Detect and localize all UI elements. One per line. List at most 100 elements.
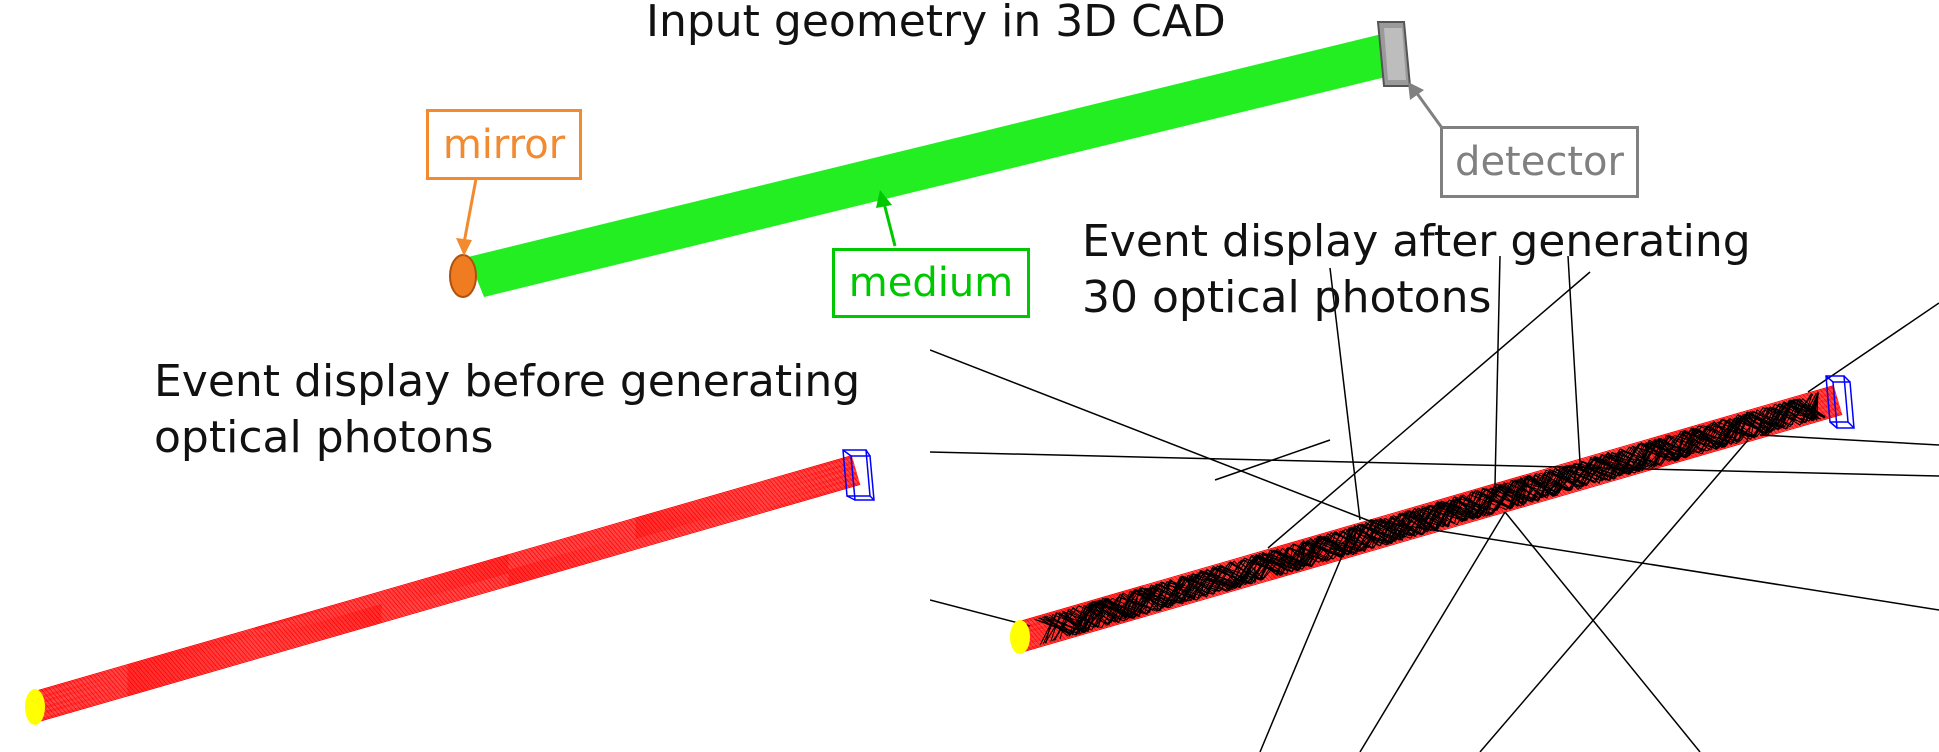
- photon-segment: [1684, 429, 1717, 450]
- photon-segment: [1294, 536, 1324, 570]
- photon-segment: [1684, 428, 1699, 457]
- photon-segment: [1107, 589, 1138, 625]
- photon-segment: [1579, 460, 1620, 477]
- photon-segment: [1184, 576, 1228, 592]
- track-line: [30, 455, 852, 694]
- photon-ray: [1329, 267, 1361, 521]
- photon-segment: [1533, 469, 1551, 501]
- photon-segment: [1220, 564, 1251, 585]
- photon-segment: [1716, 420, 1727, 450]
- photon-segment: [1072, 599, 1101, 634]
- photon-segment: [1508, 480, 1519, 509]
- after-title-line1: Event display after generating: [1082, 216, 1751, 267]
- photon-ray: [1567, 255, 1581, 463]
- photon-segment: [1764, 409, 1791, 428]
- photon-segment: [1293, 542, 1304, 570]
- photon-segment: [1793, 399, 1826, 418]
- photon-segment: [1385, 517, 1406, 538]
- photon-segment: [1716, 417, 1735, 450]
- track-line: [32, 459, 854, 698]
- photon-segment: [1698, 419, 1723, 454]
- photon-segment: [1164, 576, 1181, 608]
- photon-segment: [1363, 524, 1392, 545]
- photon-segment: [1404, 511, 1430, 531]
- photon-segment: [1584, 453, 1612, 486]
- photon-segment: [1428, 504, 1467, 521]
- cad-geometry: [449, 21, 1412, 298]
- photon-segment: [1721, 419, 1755, 439]
- photon-segment: [1566, 457, 1595, 491]
- track-line: [31, 456, 853, 695]
- track-line: [36, 473, 858, 712]
- photon-segment: [1497, 486, 1535, 501]
- photon-segment: [1351, 524, 1359, 553]
- track-line: [1023, 412, 1842, 651]
- photon-segment: [1347, 528, 1388, 546]
- photon-segment: [1414, 504, 1437, 537]
- photon-segment: [1151, 586, 1175, 605]
- photon-segment: [1493, 486, 1518, 507]
- photon-segment: [1791, 399, 1799, 426]
- track-line: [37, 477, 859, 715]
- photon-segment: [1052, 614, 1092, 631]
- photon-segment: [1750, 409, 1758, 438]
- photon-segment: [1471, 484, 1498, 519]
- photon-segment: [1306, 540, 1342, 557]
- photon-segment: [1196, 573, 1237, 589]
- photon-segment: [1540, 472, 1572, 491]
- detector-arrowhead: [1408, 82, 1424, 100]
- after-event-display: [930, 255, 1939, 752]
- photon-segment: [1101, 596, 1119, 629]
- mirror-disk: [449, 254, 477, 298]
- photon-segment: [1371, 513, 1402, 550]
- photon-segment: [1214, 567, 1249, 585]
- photon-segment: [1472, 491, 1510, 509]
- track-line: [34, 467, 856, 706]
- photon-segment: [1595, 450, 1620, 483]
- track-line: [31, 458, 853, 697]
- photon-segment: [1133, 583, 1159, 618]
- photon-segment: [1554, 466, 1566, 496]
- photon-segment: [1273, 549, 1295, 570]
- after-title: Event display after generating 30 optica…: [1082, 214, 1751, 326]
- photon-segment: [1251, 554, 1295, 570]
- photon-segment: [1381, 515, 1394, 545]
- photon-segment: [1122, 592, 1154, 611]
- track-line: [36, 474, 858, 713]
- photon-segment: [1233, 560, 1256, 583]
- photon-segment: [1339, 527, 1352, 557]
- track-line: [33, 463, 855, 702]
- photon-segment: [1129, 585, 1154, 619]
- photon-segment: [1423, 507, 1463, 521]
- medium-cylinder: [468, 32, 1406, 297]
- photon-segment: [1263, 543, 1294, 580]
- photon-ray: [1259, 524, 1356, 752]
- medium-arrow: [882, 202, 897, 247]
- photon-segment: [1063, 611, 1102, 629]
- before-yellow-cap: [25, 689, 45, 725]
- photon-segment: [1618, 450, 1645, 469]
- photon-ray: [1759, 434, 1939, 446]
- photon-segment: [1709, 424, 1751, 438]
- photon-segment: [1042, 612, 1058, 644]
- photon-segment: [1185, 568, 1215, 603]
- photon-segment: [1746, 411, 1779, 431]
- track-line: [33, 464, 855, 703]
- photon-segment: [1437, 502, 1473, 519]
- photon-segment: [1740, 407, 1764, 441]
- photon-segment: [1702, 424, 1741, 442]
- photon-segment: [1049, 614, 1073, 634]
- photon-ray: [1267, 271, 1591, 549]
- track-line: [1024, 413, 1843, 652]
- photon-segment: [1181, 568, 1208, 603]
- photon-segment: [1778, 403, 1814, 422]
- photon-segment: [1637, 443, 1648, 472]
- photon-segment: [1434, 499, 1457, 530]
- photon-segment: [1355, 525, 1381, 547]
- photon-segment: [1301, 535, 1328, 570]
- photon-segment: [1386, 510, 1410, 546]
- photon-segment: [1641, 441, 1650, 470]
- track-line: [36, 475, 858, 714]
- photon-ray: [930, 451, 1939, 477]
- photon-segment: [1115, 588, 1136, 623]
